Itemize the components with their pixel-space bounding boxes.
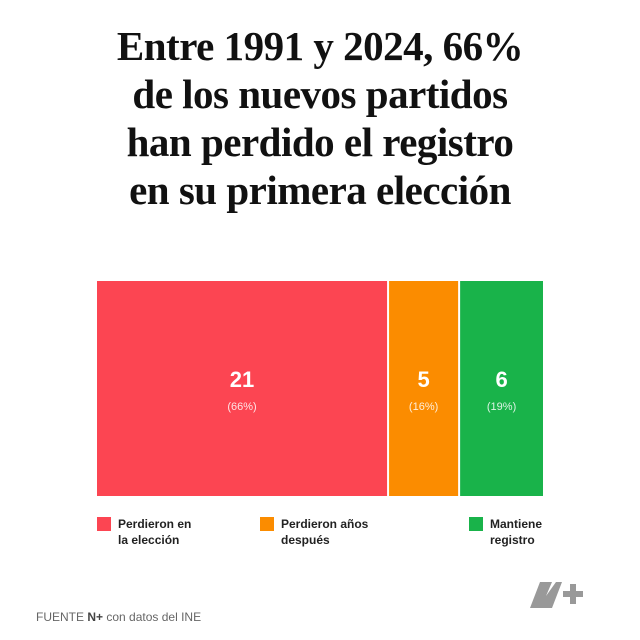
chart-title: Entre 1991 y 2024, 66% de los nuevos par…: [116, 23, 524, 213]
legend-label: Mantiene registro: [490, 517, 543, 547]
share-label: (66%): [227, 401, 256, 413]
legend-label: Perdieron años después: [281, 517, 369, 547]
source: FUENTE N+ con datos del INE: [36, 610, 201, 624]
legend-item: Mantiene registro: [469, 516, 542, 548]
bar-segment: [460, 281, 543, 496]
logo-plus: [570, 584, 576, 604]
legend-swatch: [260, 517, 274, 531]
value-label: 5: [417, 367, 429, 392]
share-label: (16%): [409, 401, 438, 413]
value-label: 21: [230, 367, 254, 392]
legend-swatch: [97, 517, 111, 531]
value-label: 6: [495, 367, 507, 392]
source-text: con datos del INE: [106, 610, 202, 624]
bar-segment: [389, 281, 459, 496]
legend-item: Perdieron años después: [260, 516, 368, 548]
share-label: (19%): [487, 401, 516, 413]
source-brand: N+: [87, 610, 104, 624]
bar-segment: [97, 281, 388, 496]
legend-label: Perdieron en la elección: [118, 517, 192, 547]
logo: [530, 582, 583, 608]
logo-n: [530, 582, 562, 608]
legend-swatch: [469, 517, 483, 531]
legend-item: Perdieron en la elección: [97, 516, 191, 548]
source-label: FUENTE: [36, 610, 84, 624]
